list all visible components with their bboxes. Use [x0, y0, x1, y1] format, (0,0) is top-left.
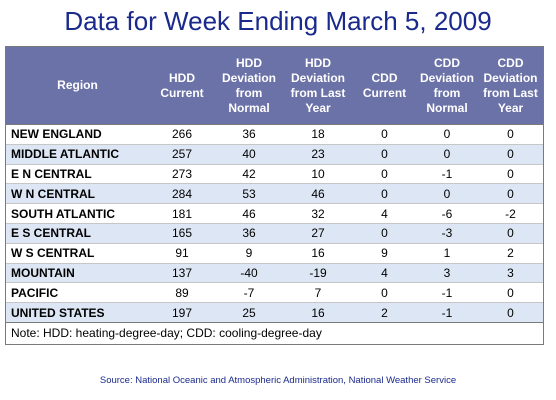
value-cell: 9 [353, 243, 416, 264]
value-cell: 42 [215, 164, 283, 185]
value-cell: 0 [478, 183, 543, 205]
value-cell: 46 [215, 203, 283, 224]
value-cell: 89 [149, 282, 215, 304]
value-cell: 2 [353, 302, 416, 323]
column-header: CDD Current [353, 47, 416, 125]
value-cell: -40 [215, 263, 283, 284]
value-cell: 2 [478, 243, 543, 264]
region-cell: SOUTH ATLANTIC [6, 203, 149, 224]
value-cell: 0 [478, 124, 543, 145]
value-cell: 273 [149, 164, 215, 185]
table-row: PACIFIC 89 -7 7 0 -1 0 [6, 282, 543, 304]
value-cell: 181 [149, 203, 215, 224]
column-header: Region [6, 47, 149, 125]
value-cell: -1 [416, 282, 478, 304]
region-cell: PACIFIC [6, 282, 149, 304]
region-cell: NEW ENGLAND [6, 124, 149, 145]
value-cell: 4 [353, 263, 416, 284]
value-cell: 23 [283, 144, 353, 165]
table-note: Note: HDD: heating-degree-day; CDD: cool… [6, 322, 543, 344]
value-cell: 257 [149, 144, 215, 165]
table-body: NEW ENGLAND 266 36 18 0 0 0 MIDDLE ATLANTIC 257 4… [6, 124, 543, 323]
value-cell: 16 [283, 302, 353, 323]
value-cell: 0 [353, 282, 416, 304]
value-cell: -19 [283, 263, 353, 284]
value-cell: 0 [353, 124, 416, 145]
value-cell: 40 [215, 144, 283, 165]
value-cell: 0 [353, 164, 416, 185]
column-header: HDD Deviation from Last Year [283, 47, 353, 125]
value-cell: 1 [416, 243, 478, 264]
data-table: Region HDD Current HDD Deviation from No… [6, 47, 543, 323]
column-header: CDD Deviation from Normal [416, 47, 478, 125]
data-table-container: Region HDD Current HDD Deviation from No… [5, 46, 544, 345]
value-cell: 0 [478, 302, 543, 323]
source-credit: Source: National Oceanic and Atmospheric… [99, 375, 457, 386]
region-cell: MOUNTAIN [6, 263, 149, 284]
value-cell: 0 [353, 223, 416, 244]
value-cell: 0 [478, 144, 543, 165]
region-cell: W N CENTRAL [6, 183, 149, 205]
value-cell: 266 [149, 124, 215, 145]
region-cell: UNITED STATES [6, 302, 149, 323]
table-row: W N CENTRAL 284 53 46 0 0 0 [6, 183, 543, 205]
table-row: SOUTH ATLANTIC 181 46 32 4 -6 -2 [6, 203, 543, 224]
region-cell: W S CENTRAL [6, 243, 149, 264]
value-cell: 284 [149, 183, 215, 205]
value-cell: 0 [353, 183, 416, 205]
value-cell: 91 [149, 243, 215, 264]
value-cell: 36 [215, 124, 283, 145]
table-row: E S CENTRAL 165 36 27 0 -3 0 [6, 223, 543, 244]
value-cell: -6 [416, 203, 478, 224]
value-cell: 36 [215, 223, 283, 244]
table-row: MOUNTAIN 137 -40 -19 4 3 3 [6, 263, 543, 284]
value-cell: 10 [283, 164, 353, 185]
region-cell: E N CENTRAL [6, 164, 149, 185]
value-cell: 3 [478, 263, 543, 284]
value-cell: -1 [416, 302, 478, 323]
table-row: W S CENTRAL 91 9 16 9 1 2 [6, 243, 543, 264]
value-cell: 197 [149, 302, 215, 323]
value-cell: 0 [416, 144, 478, 165]
page-title: Data for Week Ending March 5, 2009 [64, 6, 492, 36]
value-cell: 0 [416, 183, 478, 205]
region-cell: MIDDLE ATLANTIC [6, 144, 149, 165]
value-cell: 9 [215, 243, 283, 264]
value-cell: -7 [215, 282, 283, 304]
value-cell: 0 [416, 124, 478, 145]
value-cell: 46 [283, 183, 353, 205]
region-cell: E S CENTRAL [6, 223, 149, 244]
table-row: E N CENTRAL 273 42 10 0 -1 0 [6, 164, 543, 185]
value-cell: 0 [478, 164, 543, 185]
value-cell: 0 [478, 223, 543, 244]
value-cell: -2 [478, 203, 543, 224]
value-cell: -3 [416, 223, 478, 244]
value-cell: 16 [283, 243, 353, 264]
value-cell: -1 [416, 164, 478, 185]
value-cell: 165 [149, 223, 215, 244]
value-cell: 3 [416, 263, 478, 284]
value-cell: 27 [283, 223, 353, 244]
table-row: MIDDLE ATLANTIC 257 40 23 0 0 0 [6, 144, 543, 165]
value-cell: 7 [283, 282, 353, 304]
table-header-row: Region HDD Current HDD Deviation from No… [6, 47, 543, 125]
value-cell: 4 [353, 203, 416, 224]
value-cell: 18 [283, 124, 353, 145]
value-cell: 0 [478, 282, 543, 304]
table-row: NEW ENGLAND 266 36 18 0 0 0 [6, 124, 543, 145]
value-cell: 25 [215, 302, 283, 323]
column-header: HDD Deviation from Normal [215, 47, 283, 125]
column-header: CDD Deviation from Last Year [478, 47, 543, 125]
value-cell: 0 [353, 144, 416, 165]
value-cell: 32 [283, 203, 353, 224]
value-cell: 53 [215, 183, 283, 205]
table-row: UNITED STATES 197 25 16 2 -1 0 [6, 302, 543, 323]
value-cell: 137 [149, 263, 215, 284]
column-header: HDD Current [149, 47, 215, 125]
